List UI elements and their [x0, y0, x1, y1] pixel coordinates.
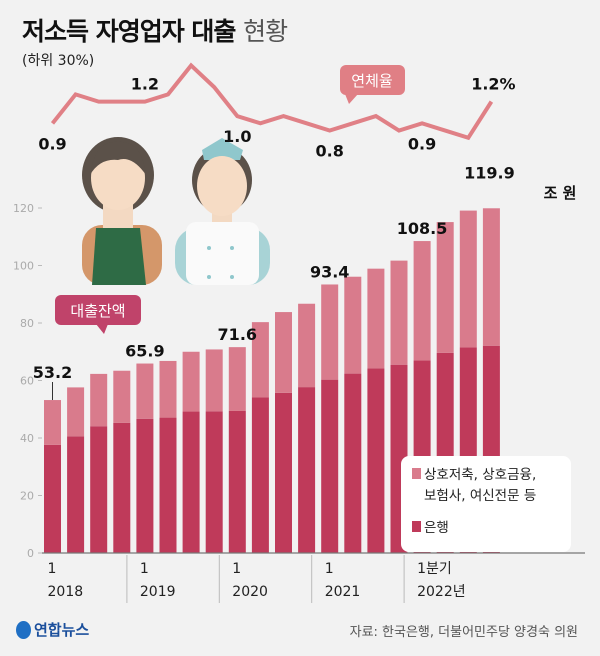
x-tick-quarter: 1분기 — [417, 561, 452, 577]
x-tick-year: 2018 — [48, 584, 84, 600]
bar-bank — [182, 411, 200, 553]
delinquency-rate-callout-label: 연체율 — [351, 72, 392, 90]
bar-value-label: 71.6 — [218, 325, 257, 344]
logo-mark-icon — [16, 620, 31, 639]
unit-label: 조 원 — [544, 184, 577, 202]
bar-value-label: 108.5 — [397, 219, 448, 238]
y-tick-label: 100 — [13, 260, 34, 273]
bar-bank — [205, 411, 223, 553]
x-tick-quarter: 1 — [232, 561, 241, 577]
x-tick-year: 2019 — [140, 584, 176, 600]
bar-nonbank — [228, 347, 246, 411]
bar-value-label: 53.2 — [33, 363, 72, 382]
bar-bank — [136, 418, 154, 553]
rate-value-label: 1.2% — [471, 75, 515, 94]
x-tick-year: 2021 — [325, 584, 361, 600]
source-note: 자료: 한국은행, 더불어민주당 양경숙 의원 — [349, 625, 578, 640]
y-tick-label: 60 — [20, 375, 34, 388]
legend-swatch-nonbank — [412, 468, 421, 479]
bar-nonbank — [159, 360, 177, 418]
bar-bank — [321, 379, 339, 553]
delinquency-rate-line — [50, 62, 494, 141]
bar-nonbank — [44, 400, 61, 445]
y-tick-label: 0 — [27, 547, 34, 560]
bar-value-label: 119.9 — [464, 163, 515, 182]
bar-nonbank — [321, 284, 339, 380]
bar-bank — [159, 417, 177, 553]
bar-bank — [251, 397, 269, 553]
x-tick-quarter: 1 — [48, 561, 57, 577]
x-tick-quarter: 1 — [325, 561, 334, 577]
bar-bank — [90, 426, 108, 553]
chart-title: 저소득 자영업자 대출 현황 — [22, 17, 288, 46]
legend: 상호저축, 상호금융, 보험사, 여신전문 등 은행 — [401, 456, 571, 552]
people-illustration — [82, 137, 270, 285]
bar-bank — [275, 392, 292, 553]
bar-bank — [298, 387, 316, 553]
x-tick-quarter: 1 — [140, 561, 149, 577]
delinquency-rate-callout: 연체율 — [340, 65, 405, 104]
bar-nonbank — [413, 241, 431, 361]
rate-value-label: 1.2 — [131, 75, 159, 94]
bar-bank — [344, 373, 362, 553]
bar-nonbank — [182, 351, 200, 412]
legend-swatch-bank — [412, 521, 421, 532]
rate-value-label: 1.0 — [223, 127, 251, 146]
y-tick-label: 80 — [20, 317, 34, 330]
bar-nonbank — [136, 363, 154, 419]
bar-value-label: 65.9 — [125, 342, 164, 361]
bar-nonbank — [113, 370, 131, 423]
chart-subtitle: (하위 30%) — [22, 53, 95, 69]
bar-nonbank — [367, 268, 385, 369]
x-tick-year: 2022년 — [417, 584, 466, 600]
bar-value-label: 93.4 — [310, 262, 349, 281]
rate-value-label: 0.9 — [408, 134, 436, 153]
bar-nonbank — [344, 276, 362, 374]
legend-label-nonbank-2: 보험사, 여신전문 등 — [424, 488, 536, 504]
rate-value-label: 0.8 — [316, 142, 344, 161]
bar-bank — [67, 436, 85, 553]
bar-nonbank — [482, 208, 500, 346]
logo-text: 연합뉴스 — [34, 621, 90, 639]
y-tick-label: 20 — [20, 490, 34, 503]
yonhap-logo: 연합뉴스 — [16, 619, 89, 640]
bar-bank — [113, 422, 131, 553]
loan-balance-callout: 대출잔액 — [55, 295, 141, 334]
bar-bank — [44, 444, 61, 553]
y-tick-label: 40 — [20, 432, 34, 445]
loan-balance-callout-label: 대출잔액 — [70, 302, 125, 320]
y-tick-label: 120 — [13, 202, 34, 215]
bar-bank — [367, 368, 385, 553]
bar-nonbank — [298, 303, 316, 388]
bar-nonbank — [205, 349, 223, 412]
bar-bank — [228, 410, 246, 553]
bar-nonbank — [251, 322, 269, 398]
bar-nonbank — [275, 312, 292, 393]
bar-nonbank — [90, 373, 108, 427]
rate-value-label: 0.9 — [38, 134, 66, 153]
legend-label-bank: 은행 — [424, 520, 449, 536]
legend-label-nonbank-1: 상호저축, 상호금융, — [424, 467, 536, 483]
x-tick-year: 2020 — [232, 584, 268, 600]
bar-nonbank — [436, 222, 454, 353]
bar-nonbank — [67, 387, 85, 437]
bar-nonbank — [390, 260, 408, 365]
bar-nonbank — [459, 210, 477, 348]
